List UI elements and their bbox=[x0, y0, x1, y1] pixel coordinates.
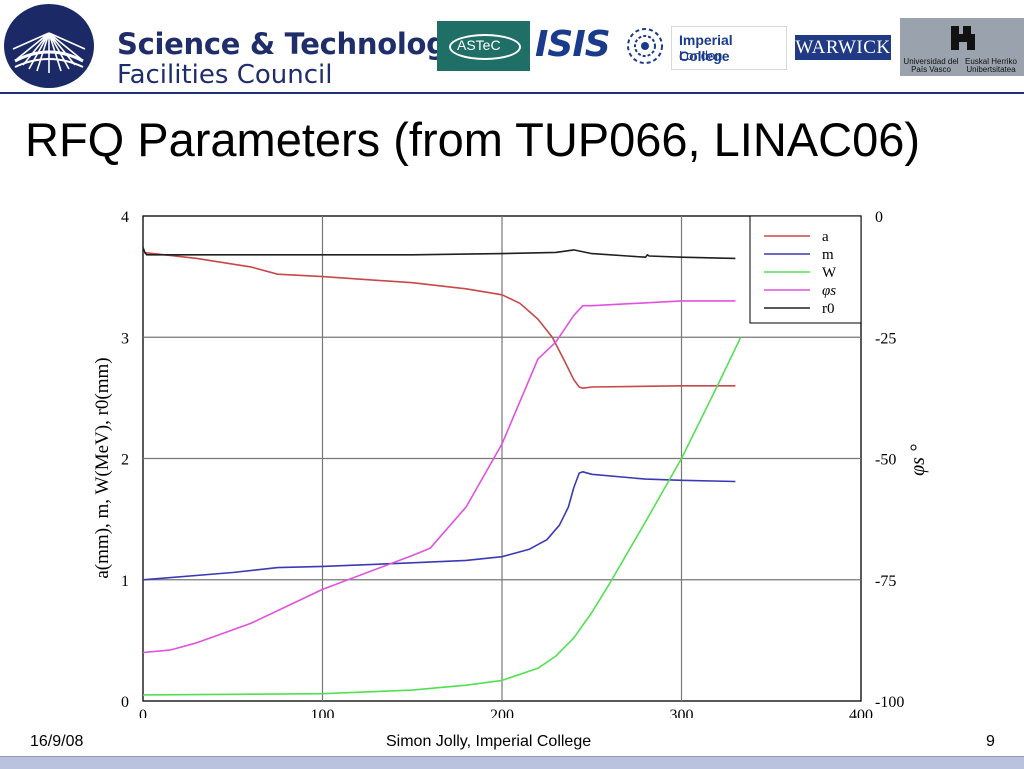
slide-title: RFQ Parameters (from TUP066, LINAC06) bbox=[25, 113, 920, 166]
series-line-W bbox=[142, 336, 742, 696]
y-tick-label: 2 bbox=[121, 452, 129, 469]
grid-lines bbox=[143, 216, 861, 701]
y2-tick-label: 0 bbox=[875, 209, 883, 226]
y2-tick-label: -75 bbox=[875, 573, 896, 590]
bottom-band bbox=[0, 756, 1024, 769]
y-tick-label: 0 bbox=[121, 694, 129, 711]
y2-axis-label: φs ° bbox=[907, 444, 929, 476]
isis-logo-text: ISIS bbox=[535, 24, 611, 65]
legend-label-m: m bbox=[822, 247, 834, 263]
x-tick-label: 400 bbox=[849, 707, 873, 718]
imperial-name: Imperial College bbox=[679, 32, 733, 64]
x-tick-label: 100 bbox=[311, 707, 335, 718]
astec-oval-icon bbox=[449, 34, 521, 60]
legend-label-W: W bbox=[822, 265, 837, 281]
imperial-college-logo: Imperial College London bbox=[671, 26, 787, 70]
x-tick-label: 200 bbox=[490, 707, 514, 718]
ehu-spanish-name: Universidad del País Vasco bbox=[903, 57, 959, 74]
series-line-m bbox=[142, 470, 736, 581]
ehu-emblem-icon bbox=[951, 26, 975, 50]
y-tick-label: 3 bbox=[121, 330, 129, 347]
y2-tick-label: -25 bbox=[875, 330, 896, 347]
footer-author: Simon Jolly, Imperial College bbox=[386, 733, 592, 750]
footer-date: 16/9/08 bbox=[30, 733, 84, 750]
stfc-name-line1: Science & Technology bbox=[117, 27, 466, 61]
series-line-r0 bbox=[142, 247, 736, 260]
rfq-parameters-chart: 0 1 2 3 4 0 -25 -50 -75 -100 0 100 200 300 400 amWφs… bbox=[92, 209, 929, 718]
series-lines bbox=[142, 247, 742, 696]
astec-logo: ASTeC bbox=[437, 21, 530, 71]
logo-header: Science & Technology Facilities Council … bbox=[0, 0, 1024, 92]
y-tick-label: 1 bbox=[121, 573, 129, 590]
stfc-name-line2: Facilities Council bbox=[117, 60, 333, 90]
stfc-sunburst-logo bbox=[4, 4, 94, 88]
astec-label: ASTeC bbox=[457, 37, 501, 53]
x-tick-label: 300 bbox=[670, 707, 694, 718]
left-axis-ticks: 0 1 2 3 4 bbox=[121, 209, 129, 711]
legend-box bbox=[749, 215, 862, 324]
x-tick-label: 0 bbox=[139, 707, 147, 718]
y2-tick-label: -100 bbox=[875, 694, 904, 711]
series-line-phi_s bbox=[142, 300, 736, 654]
series-line-a bbox=[142, 251, 736, 389]
y-axis-label: a(mm), m, W(MeV), r0(mm) bbox=[92, 357, 113, 578]
y2-tick-label: -50 bbox=[875, 452, 896, 469]
legend-label-r0: r0 bbox=[822, 301, 835, 317]
footer-page-number: 9 bbox=[986, 733, 995, 750]
legend-label-a: a bbox=[822, 229, 829, 245]
x-axis-ticks: 0 100 200 300 400 bbox=[139, 707, 873, 718]
ehu-logo: Universidad del País Vasco Euskal Herrik… bbox=[900, 18, 1024, 76]
right-axis-ticks: 0 -25 -50 -75 -100 bbox=[875, 209, 904, 711]
imperial-city: London bbox=[679, 48, 723, 63]
y-tick-label: 4 bbox=[121, 209, 129, 226]
legend-label-phi_s: φs bbox=[822, 283, 836, 299]
warwick-logo: WARWICK bbox=[795, 35, 891, 60]
ehu-basque-name: Euskal Herriko Unibertsitatea bbox=[964, 57, 1017, 74]
isis-target-icon bbox=[627, 28, 663, 64]
header-divider bbox=[0, 92, 1024, 94]
